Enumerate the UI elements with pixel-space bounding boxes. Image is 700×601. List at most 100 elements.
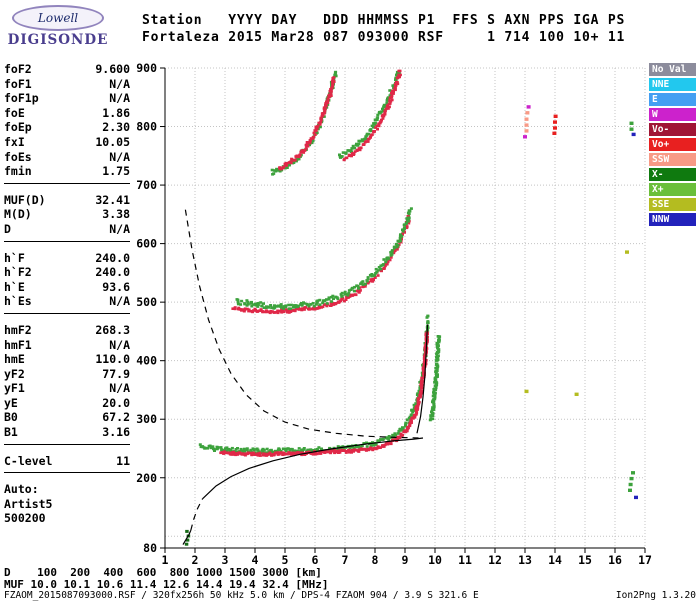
- grid: [165, 67, 646, 548]
- y-tick-label: 200: [136, 471, 157, 485]
- series-artifact-sse: [524, 250, 629, 396]
- param-auto: Auto:: [4, 482, 39, 497]
- x-tick-label: 7: [342, 553, 349, 567]
- param-d: D N/A: [4, 221, 130, 236]
- param-foes: foEs N/A: [4, 149, 130, 164]
- x-tick-label: 10: [428, 553, 442, 567]
- muf-row: MUF 10.0 10.1 10.6 11.4 12.6 14.4 19.4 3…: [4, 578, 329, 591]
- header-station-values: Fortaleza 2015 Mar28 087 093000 RSF 1 71…: [142, 30, 626, 45]
- distance-row: D 100 200 400 600 800 1000 1500 3000 [km…: [4, 566, 322, 579]
- param-hmf1: hmF1 N/A: [4, 337, 130, 352]
- param-he: h`E 93.6: [4, 279, 130, 294]
- y-tick-label: 900: [136, 61, 157, 75]
- x-tick-label: 5: [282, 553, 289, 567]
- x-tick-label: 8: [372, 553, 379, 567]
- param-b0: B0 67.2: [4, 410, 130, 425]
- param-fof2: foF2 9.600: [4, 62, 130, 76]
- legend-nnw: NNW: [649, 213, 696, 226]
- param-500200: 500200: [4, 511, 46, 526]
- series-hop2-green: [235, 207, 413, 310]
- series-artifact-ssw: [524, 111, 530, 133]
- param-group: MUF(D) 32.41 M(D) 3.38 D N/A: [4, 193, 130, 242]
- distance-muf-table: D 100 200 400 600 800 1000 1500 3000 [km…: [4, 567, 329, 591]
- y-tick-label: 400: [136, 354, 157, 368]
- x-tick-label: 14: [548, 553, 562, 567]
- series-hop1-red: [219, 331, 429, 457]
- series-artifact-red: [552, 114, 558, 135]
- param-hes: h`Es N/A: [4, 294, 130, 309]
- param-hme: hmE 110.0: [4, 352, 130, 367]
- x-tick-label: 12: [488, 553, 502, 567]
- param-fof1p: foF1p N/A: [4, 91, 130, 106]
- x-tick-label: 16: [608, 553, 622, 567]
- x-tick-label: 9: [402, 553, 409, 567]
- param-yf1: yF1 N/A: [4, 381, 130, 396]
- y-tick-label: 80: [143, 541, 157, 555]
- series-artifact-nnw: [631, 132, 638, 500]
- line-topside-dashed: [184, 209, 422, 439]
- param-foep: foEp 2.30: [4, 120, 130, 135]
- series-hop3-left-red: [278, 76, 336, 171]
- param-hmf2: hmF2 268.3: [4, 322, 130, 337]
- param-fmin: fmin 1.75: [4, 164, 130, 179]
- x-tick-label: 11: [458, 553, 472, 567]
- x-tick-label: 6: [312, 553, 319, 567]
- y-tick-label: 800: [136, 120, 157, 134]
- param-fof1: foF1 N/A: [4, 76, 130, 91]
- y-tick-label: 300: [136, 412, 157, 426]
- legend-noval: No Val: [649, 63, 696, 76]
- param-group: hmF2 268.3 hmF1 N/A hmE 110.0 yF2 77.9 yF1 N/A yE 2…: [4, 323, 130, 445]
- y-tick-label: 500: [136, 295, 157, 309]
- series-hop3-right-red: [342, 69, 402, 162]
- param-yf2: yF2 77.9: [4, 366, 130, 381]
- lowell-logo-oval: Lowell: [12, 5, 104, 31]
- param-hf: h`F 240.0: [4, 250, 130, 265]
- param-group: Auto: Artist5 500200: [4, 482, 130, 530]
- line-profile-f-solid: [202, 437, 424, 500]
- axes: [160, 67, 646, 553]
- param-foe: foE 1.86: [4, 105, 130, 120]
- legend-nne: NNE: [649, 78, 696, 91]
- param-artist5: Artist5: [4, 496, 53, 511]
- x-tick-label: 2: [192, 553, 199, 567]
- x-tick-label: 4: [252, 553, 259, 567]
- legend-ssw: SSW: [649, 153, 696, 166]
- param-mufd: MUF(D) 32.41: [4, 192, 130, 207]
- line-profile-e-solid: [182, 530, 192, 545]
- legend-vo-: Vo-: [649, 123, 696, 136]
- series-artifact-w: [523, 105, 531, 139]
- x-tick-label: 13: [518, 553, 532, 567]
- header-station-block: Station YYYY DAY DDD HHMMSS P1 FFS S AXN…: [142, 12, 625, 46]
- y-tick-label: 700: [136, 178, 157, 192]
- legend-w: W: [649, 108, 696, 121]
- series-hop3-right-green: [338, 70, 401, 159]
- x-tick-label: 15: [578, 553, 592, 567]
- param-fxi: fxI 10.05: [4, 134, 130, 149]
- parameter-panel: foF2 9.600 foF1 N/A foF1p N/A foE 1.86 foEp 2.30 f…: [4, 62, 130, 539]
- param-b1: B1 3.16: [4, 425, 130, 440]
- x-tick-label: 1: [162, 553, 169, 567]
- legend-x-: X-: [649, 168, 696, 181]
- y-tick-label: 600: [136, 237, 157, 251]
- param-md: M(D) 3.38: [4, 207, 130, 222]
- param-group: h`F 240.0 h`F2 240.0 h`E 93.6 h`Es N/A: [4, 251, 130, 314]
- legend-x+: X+: [649, 183, 696, 196]
- series-artifact-green: [628, 121, 635, 492]
- param-clevel: C-level 11: [4, 453, 130, 468]
- program-version: Ion2Png 1.3.20: [615, 590, 696, 601]
- series-hop1-green: [198, 314, 430, 455]
- direction-legend: No Val NNE E W Vo- Vo+ SSW X- X+ SSE NNW: [649, 63, 696, 228]
- line-valley-dashed: [190, 498, 204, 531]
- param-group: C-level 11: [4, 454, 130, 474]
- param-group: foF2 9.600 foF1 N/A foF1p N/A foE 1.86 foEp 2.30 f…: [4, 62, 130, 184]
- series-hop1-xmode-green: [428, 335, 442, 422]
- legend-vo+: Vo+: [649, 138, 696, 151]
- series-hop3-left-green: [270, 70, 338, 176]
- digisonde-wordmark: DIGISONDE: [7, 32, 109, 48]
- param-ye: yE 20.0: [4, 395, 130, 410]
- legend-sse: SSE: [649, 198, 696, 211]
- header-column-titles: Station YYYY DAY DDD HHMMSS P1 FFS S AXN…: [142, 13, 626, 28]
- legend-e: E: [649, 93, 696, 106]
- x-tick-label: 17: [638, 553, 652, 567]
